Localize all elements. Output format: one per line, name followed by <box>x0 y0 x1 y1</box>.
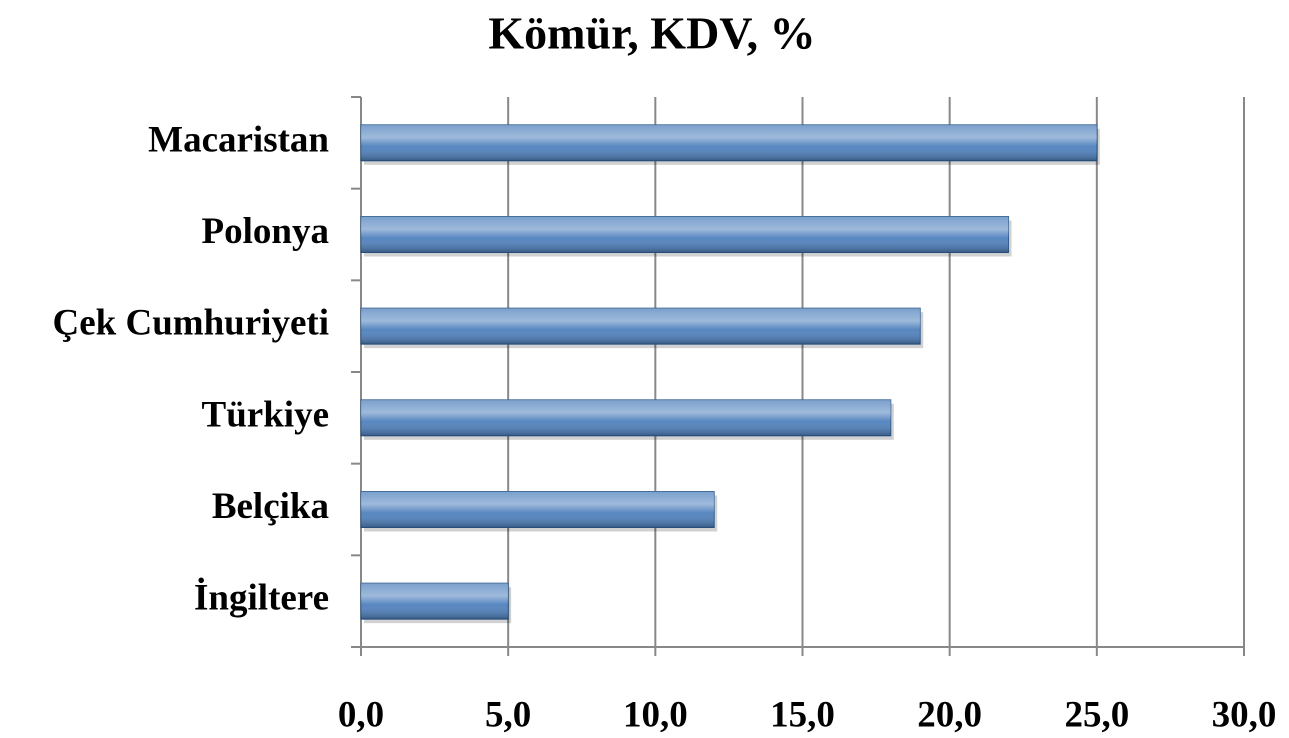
x-tick-label: 5,0 <box>485 694 531 735</box>
bar-highlight <box>361 399 891 436</box>
x-tick-label: 10,0 <box>623 694 688 735</box>
x-tick-label: 25,0 <box>1064 694 1129 735</box>
y-tick-label: Türkiye <box>202 394 329 435</box>
chart-title: Kömür, KDV, % <box>488 8 815 59</box>
y-tick-label: Polonya <box>202 211 329 252</box>
bar-highlight <box>361 216 1009 253</box>
bar-highlight <box>361 308 921 345</box>
bar-highlight <box>361 491 715 528</box>
bar-highlight <box>361 583 509 620</box>
y-tick-label: Macaristan <box>148 119 329 160</box>
y-tick-label: İngiltere <box>194 577 329 619</box>
y-tick-label: Çek Cumhuriyeti <box>53 303 329 344</box>
x-tick-label: 0,0 <box>338 694 384 735</box>
y-tick-label: Belçika <box>212 486 329 527</box>
x-tick-label: 20,0 <box>917 694 982 735</box>
x-tick-label: 30,0 <box>1212 694 1277 735</box>
bar-highlight <box>361 124 1097 161</box>
x-tick-label: 15,0 <box>770 694 835 735</box>
